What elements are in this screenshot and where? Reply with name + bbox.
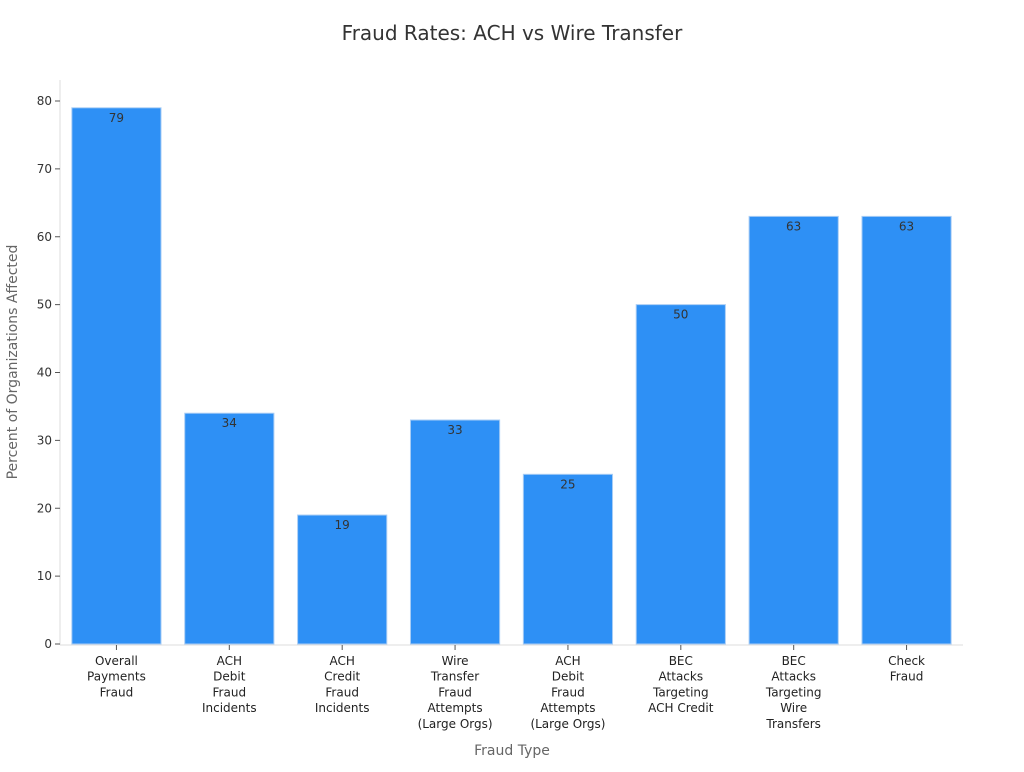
y-tick-label: 20 [37, 501, 52, 515]
y-axis-label: Percent of Organizations Affected [5, 245, 21, 480]
bar [409, 419, 501, 645]
x-tick-label-line: Transfer [430, 670, 479, 684]
bar [71, 107, 162, 645]
data-label: 19 [335, 518, 350, 532]
x-tick-label-line: Targeting [765, 685, 822, 699]
x-tick-label-line: (Large Orgs) [418, 717, 493, 731]
x-tick-label-line: Fraud [551, 685, 585, 699]
data-label: 25 [560, 477, 575, 491]
y-tick-label: 40 [37, 366, 52, 380]
x-tick-label-line: Wire [780, 701, 807, 715]
y-tick-label: 0 [44, 637, 52, 651]
y-tick-label: 70 [37, 162, 52, 176]
x-tick-label-line: Overall [95, 654, 138, 668]
y-tick-label: 30 [37, 433, 52, 447]
x-tick-label: BEC Attacks Targeting Wire Transfers [765, 654, 822, 731]
x-tick-label: ACH Credit Fraud Incidents [315, 654, 370, 715]
x-tick-label-line: Targeting [652, 685, 709, 699]
x-tick-label: BEC Attacks Targeting ACH Credit [648, 654, 714, 715]
x-axis-label: Fraud Type [474, 743, 550, 759]
x-tick-label-line: Fraud [438, 685, 472, 699]
x-tick-label-line: Fraud [100, 685, 134, 699]
x-tick-label-line: BEC [669, 654, 693, 668]
x-tick-label-line: ACH [329, 654, 354, 668]
x-tick-label-line: Payments [87, 670, 146, 684]
x-tick-label-line: Incidents [315, 701, 370, 715]
x-tick-label-line: Fraud [213, 685, 247, 699]
x-tick-label-line: ACH [555, 654, 580, 668]
x-tick-label-line: Attempts [428, 701, 483, 715]
x-tick-label-line: Attempts [540, 701, 595, 715]
bar [522, 473, 614, 645]
x-tick-label: Wire Transfer Fraud Attempts (Large Orgs) [418, 654, 493, 731]
data-label: 63 [899, 219, 914, 233]
x-tick-label: Overall Payments Fraud [87, 654, 146, 699]
x-tick-label-line: Fraud [890, 670, 924, 684]
bar [748, 215, 839, 645]
bar [297, 514, 388, 645]
x-tick-label-line: BEC [782, 654, 806, 668]
x-tick-label-line: Incidents [202, 701, 257, 715]
x-tick-label: ACH Debit Fraud Incidents [202, 654, 257, 715]
x-tick-label-line: Debit [213, 670, 246, 684]
x-tick-label-line: Credit [324, 670, 360, 684]
data-label: 63 [786, 219, 801, 233]
data-label: 50 [673, 308, 688, 322]
bar [635, 304, 726, 645]
x-tick-label: ACH Debit Fraud Attempts (Large Orgs) [530, 654, 605, 731]
y-tick-label: 60 [37, 230, 52, 244]
x-tick-label-line: Debit [552, 670, 585, 684]
y-tick-label: 80 [37, 94, 52, 108]
x-tick-label: Check Fraud [888, 654, 925, 684]
bar [861, 215, 952, 645]
x-tick-label-line: Transfers [765, 717, 821, 731]
data-label: 33 [447, 423, 462, 437]
x-tick-label-line: Wire [442, 654, 469, 668]
y-tick-label: 10 [37, 569, 52, 583]
data-label: 34 [222, 416, 237, 430]
x-tick-label-line: Fraud [325, 685, 359, 699]
x-tick-label-line: (Large Orgs) [530, 717, 605, 731]
x-tick-label-line: ACH Credit [648, 701, 714, 715]
y-tick-label: 50 [37, 298, 52, 312]
data-label: 79 [109, 111, 124, 125]
bar [184, 412, 275, 645]
chart-title: Fraud Rates: ACH vs Wire Transfer [342, 21, 683, 45]
x-tick-label-line: Check [888, 654, 925, 668]
x-tick-label-line: Attacks [771, 670, 816, 684]
x-tick-label-line: Attacks [659, 670, 704, 684]
x-tick-label-line: ACH [217, 654, 242, 668]
